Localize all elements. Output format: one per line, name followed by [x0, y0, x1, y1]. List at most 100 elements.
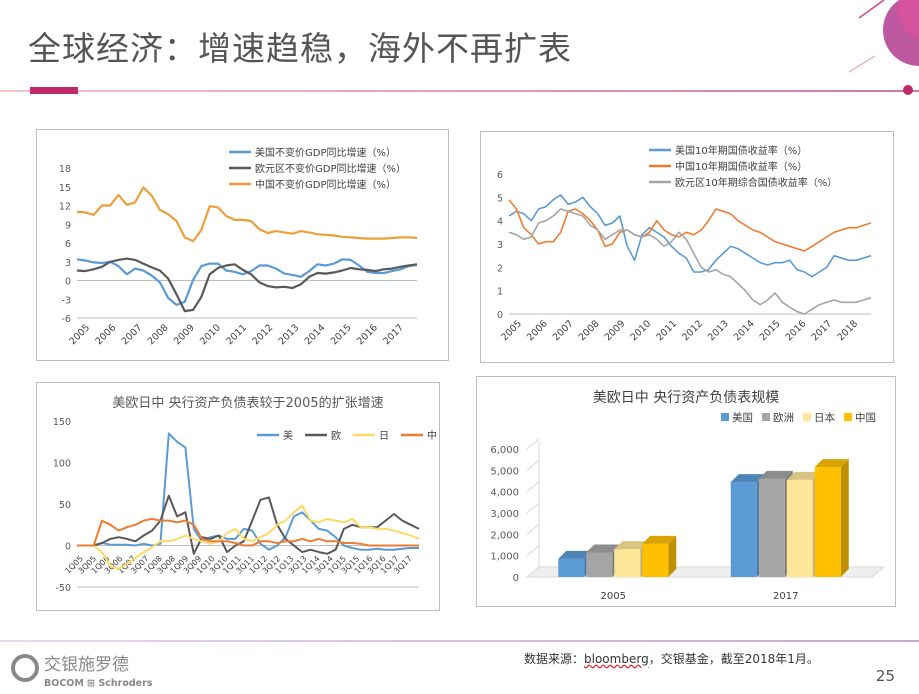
x-tick-label: 2016: [784, 318, 809, 343]
gridline: [526, 502, 540, 514]
x-tick-label: 2009: [603, 318, 628, 343]
y-tick-label: -3: [62, 295, 71, 306]
legend-label: 欧元区不变价GDP同比增速（%）: [255, 162, 406, 175]
slide-title: 全球经济：增速趋稳，海外不再扩表: [28, 29, 572, 68]
gridline: [526, 459, 540, 471]
y-tick-label: 3: [497, 240, 503, 251]
legend-swatch: [762, 413, 770, 421]
x-tick-label: 2011: [654, 318, 679, 343]
y-tick-label: 6: [65, 239, 71, 250]
x-tick-label: 2007: [120, 322, 145, 347]
gridline: [526, 566, 540, 578]
legend-label: 欧: [331, 430, 341, 442]
legend-label: 美国: [732, 411, 753, 424]
x-tick-label: 2014: [732, 318, 757, 343]
x-tick-label: 2015: [329, 322, 354, 347]
series-line-2: [76, 186, 418, 243]
gridline: [526, 523, 540, 535]
gridline: [526, 438, 540, 450]
y-tick-label: 0: [65, 277, 71, 288]
series-line-2: [508, 208, 872, 315]
x-tick-label: 2012: [250, 322, 275, 347]
x-tick-label: 2008: [577, 318, 602, 343]
logo-en-text: BOCOM ⊞ Schroders: [44, 678, 153, 689]
bar-top: [730, 474, 765, 483]
bar-side: [840, 459, 849, 577]
x-category-label: 2005: [601, 591, 626, 602]
series-line-2: [77, 504, 420, 570]
y-tick-label: 5: [497, 193, 503, 204]
source-note: 数据来源：bloomberg，交银基金，截至2018年1月。: [524, 650, 819, 667]
logo-mark-icon: [11, 654, 39, 682]
corner-decoration: [848, 0, 919, 73]
gridline: [526, 481, 540, 493]
y-tick-label: 3: [65, 258, 71, 269]
chart-title: 美欧日中 央行资产负债表较于2005的扩张增速: [112, 395, 383, 411]
bar-top: [558, 550, 593, 559]
x-tick-label: 2015: [758, 318, 783, 343]
x-tick-label: 2005: [67, 322, 92, 347]
bar: [558, 558, 585, 577]
bar: [758, 478, 785, 577]
x-tick-label: 2010: [198, 322, 223, 347]
series-line-0: [76, 258, 418, 306]
y-tick-label: 15: [59, 183, 71, 194]
logo-cn-text: 交银施罗德: [44, 655, 129, 675]
y-tick-label: 100: [53, 459, 71, 470]
y-tick-label: 150: [53, 417, 71, 428]
legend-label: 美国不变价GDP同比增速（%）: [255, 146, 396, 159]
cb-size-chart: 美欧日中 央行资产负债表规模 6,000 5,000 4,000 3,000 2,000 1…: [490, 390, 886, 602]
source-suffix: ，交银基金，截至2018年1月。: [648, 652, 819, 666]
x-tick-label: 2017: [809, 318, 834, 343]
source-link: bloomberg: [584, 652, 649, 666]
header-divider: [0, 90, 919, 92]
bar-top: [758, 470, 793, 479]
y-tick-label: 0: [513, 573, 519, 584]
x-tick-label: 2016: [355, 322, 380, 347]
y-tick-label: 18: [59, 164, 71, 175]
bar-top: [642, 535, 677, 544]
bar-top: [614, 541, 649, 550]
bar-top: [786, 471, 821, 480]
y-tick-label: 1: [497, 287, 503, 298]
y-tick-label: 6,000: [490, 445, 519, 456]
y-tick-label: 3,000: [490, 509, 519, 520]
legend-swatch: [803, 413, 811, 421]
y-tick-label: -50: [55, 583, 71, 594]
bar-top: [586, 544, 621, 553]
bar: [642, 543, 669, 577]
legend-label: 中国: [855, 411, 876, 424]
series-line-1: [508, 199, 872, 252]
x-tick-label: 2006: [93, 322, 118, 347]
bar-side: [668, 535, 677, 577]
x-tick-label: 2017: [381, 322, 406, 347]
header-accent-bar: [30, 87, 78, 94]
legend-label: 美: [283, 429, 293, 442]
bar: [786, 479, 813, 577]
x-category-label: 2017: [773, 591, 798, 602]
legend-swatch: [844, 413, 852, 421]
y-tick-label: 0: [65, 542, 71, 553]
legend-label: 中国10年期国债收益率（%）: [675, 160, 807, 173]
legend-label: 欧洲: [773, 412, 794, 424]
legend-label: 美国10年期国债收益率（%）: [675, 144, 807, 157]
legend-label: 日: [379, 431, 389, 442]
series-line-1: [76, 257, 418, 313]
y-tick-label: 4,000: [490, 488, 519, 499]
y-tick-label: -6: [62, 314, 71, 325]
legend-swatch: [721, 413, 729, 421]
bar: [814, 467, 841, 577]
chart-title: 美欧日中 央行资产负债表规模: [593, 390, 779, 406]
gridline: [526, 545, 540, 557]
company-logo: 交银施罗德 BOCOM ⊞ Schroders: [8, 650, 168, 690]
source-prefix: 数据来源：: [524, 652, 585, 666]
x-tick-label: 2018: [835, 318, 860, 343]
x-tick-label: 2011: [224, 322, 249, 347]
x-tick-label: 2013: [277, 322, 302, 347]
legend-label: 日本: [814, 411, 835, 424]
gdp-chart-panel: 18 15 12 9 6 3 0 -3 -6 2005 2006 2007 2008 2009 2010 20…: [36, 129, 449, 361]
x-tick-label: 2009: [172, 322, 197, 347]
y-tick-label: 1,000: [490, 552, 519, 563]
y-tick-label: 2: [497, 263, 503, 274]
